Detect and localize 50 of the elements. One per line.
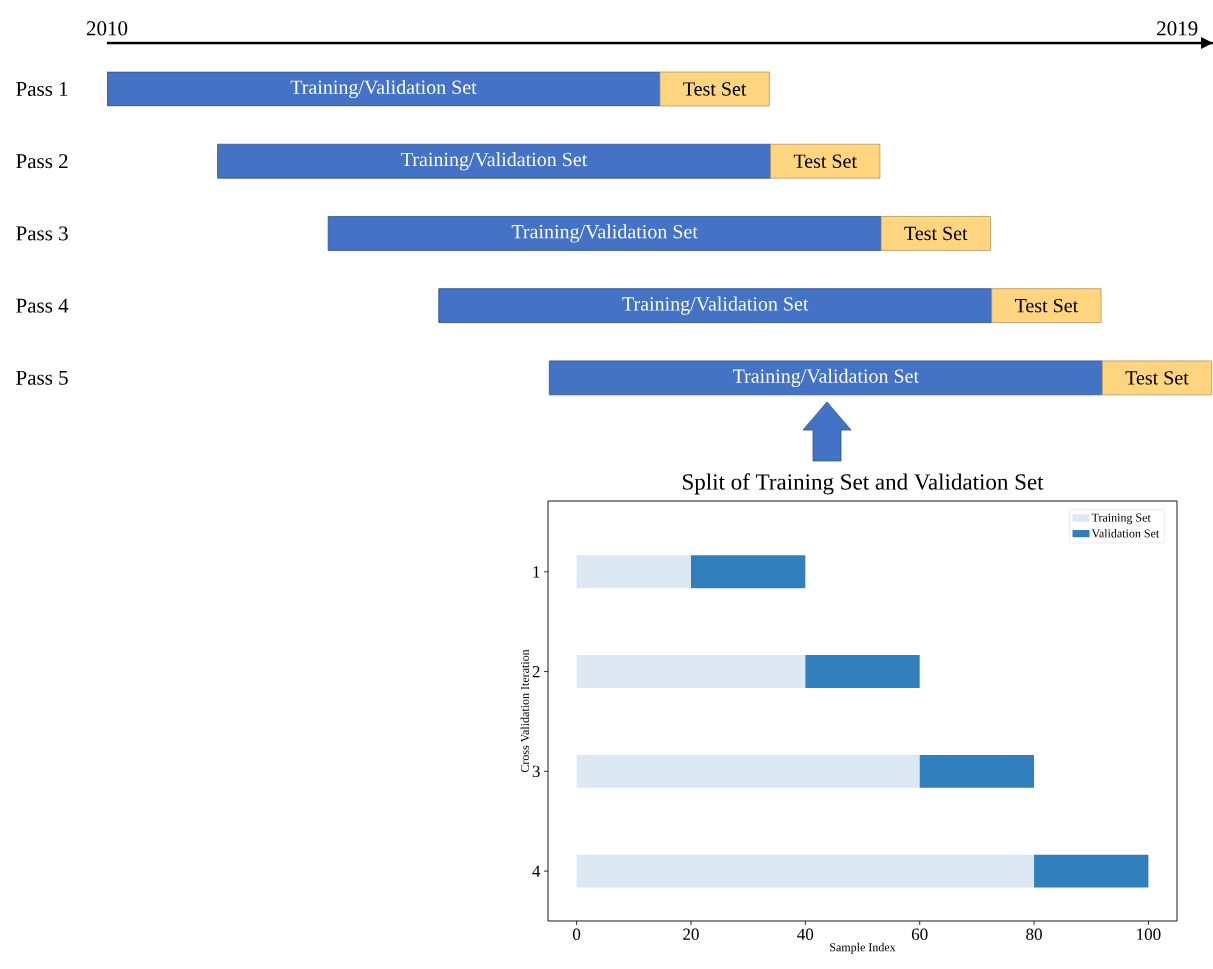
text: Training/Validation Set [511, 224, 698, 243]
bar [576, 754, 920, 788]
bar [327, 216, 882, 251]
x-tick-label: 2010 [86, 21, 128, 36]
bar [770, 143, 881, 179]
x-tick-label: 0 [572, 928, 581, 940]
bar [576, 854, 1035, 888]
x-tick-label: 40 [797, 928, 814, 940]
chart-title: Split of Training Set and Validation Set [683, 473, 1044, 495]
bar [919, 754, 1035, 788]
bar [1034, 854, 1149, 888]
x-tick-label: 80 [1026, 928, 1042, 940]
y-tick-label: 2 [532, 665, 540, 678]
bar [576, 655, 806, 689]
y-tick-label: Pass 2 [16, 154, 68, 169]
y-tick-label: Pass 4 [16, 298, 69, 313]
x-tick-label: 60 [911, 928, 928, 940]
bar [107, 71, 661, 107]
bar [991, 288, 1102, 324]
x-tick-label: 20 [683, 928, 699, 940]
bar [548, 360, 1103, 396]
bar [690, 555, 806, 589]
x-tick-label: 2019 [1157, 21, 1198, 36]
y-tick-label: Pass 1 [16, 81, 68, 97]
y-tick-label: Pass 5 [16, 370, 68, 385]
bar [659, 71, 770, 107]
text: Test Set [1014, 298, 1079, 313]
bar [1101, 360, 1213, 396]
text: Test Set [904, 226, 968, 241]
bar [576, 555, 691, 589]
legend-label: Training Set [1091, 513, 1151, 525]
bar [438, 288, 993, 324]
y-tick-label: 3 [532, 765, 540, 778]
text: Training/Validation Set [401, 152, 588, 171]
bar [880, 216, 991, 251]
y-tick-label: 4 [532, 865, 541, 877]
bar [805, 655, 920, 689]
series-label: Test Set [683, 82, 747, 96]
text: Test Set [1125, 371, 1189, 385]
series-label: Training/Validation Set [732, 368, 919, 387]
x-axis-title: Sample Index [830, 942, 896, 954]
y-tick-label: 1 [533, 566, 540, 578]
y-axis-title: Cross Validation Iteration [520, 649, 530, 773]
text: Test Set [793, 154, 857, 168]
text: Training/Validation Set [622, 296, 809, 315]
x-tick-label: 100 [1137, 928, 1161, 940]
bar [217, 143, 771, 179]
text: Training/Validation Set [290, 79, 477, 99]
y-tick-label: Pass 3 [16, 226, 68, 241]
legend-label: Validation Set [1091, 529, 1160, 538]
